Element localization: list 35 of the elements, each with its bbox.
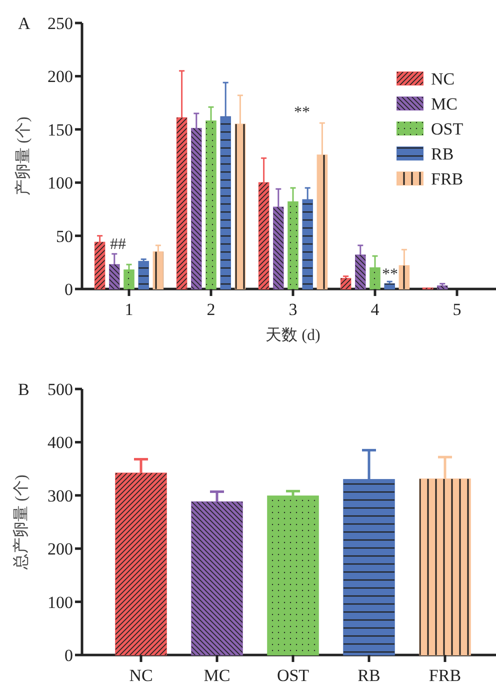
y-tick-label: 200 [48, 67, 73, 86]
x-tick-label: MC [204, 666, 230, 685]
y-tick-label: 300 [48, 486, 73, 506]
annotation: ** [294, 104, 310, 121]
legend-label: NC [431, 69, 455, 88]
x-tick-label: OST [276, 666, 310, 685]
x-tick-label: FRB [428, 666, 462, 685]
legend-label: RB [431, 144, 454, 164]
legend-label: MC [431, 94, 458, 114]
chart-title: B [18, 380, 30, 399]
x-tick-label: 5 [452, 300, 462, 319]
y-tick-label: 0 [64, 280, 73, 299]
y-tick-label: 200 [48, 540, 73, 559]
x-tick-label: 3 [288, 300, 298, 319]
y-axis-title: 产卵量 (个) [14, 116, 32, 196]
y-tick-label: 500 [48, 380, 73, 399]
y-tick-label: 100 [48, 174, 73, 193]
y-tick-label: 0 [64, 646, 73, 665]
legend-label: FRB [431, 169, 464, 188]
y-tick-label: 50 [56, 226, 73, 246]
y-tick-label: 250 [48, 14, 73, 33]
x-tick-label: 2 [206, 300, 216, 319]
y-axis-title: 总产卵量 (个) [12, 474, 30, 570]
annotation: ** [382, 266, 398, 283]
x-tick-label: NC [129, 666, 153, 685]
x-axis-title: 天数 (d) [266, 327, 320, 344]
chart-title: A [18, 14, 31, 33]
y-tick-label: 150 [48, 120, 73, 140]
annotation: ## [110, 236, 126, 253]
x-tick-label: 1 [124, 300, 134, 319]
x-tick-label: RB [358, 666, 380, 685]
x-tick-label: 4 [370, 300, 380, 319]
y-tick-label: 100 [48, 592, 73, 612]
y-tick-label: 400 [48, 433, 73, 452]
legend-label: OST [431, 119, 464, 138]
